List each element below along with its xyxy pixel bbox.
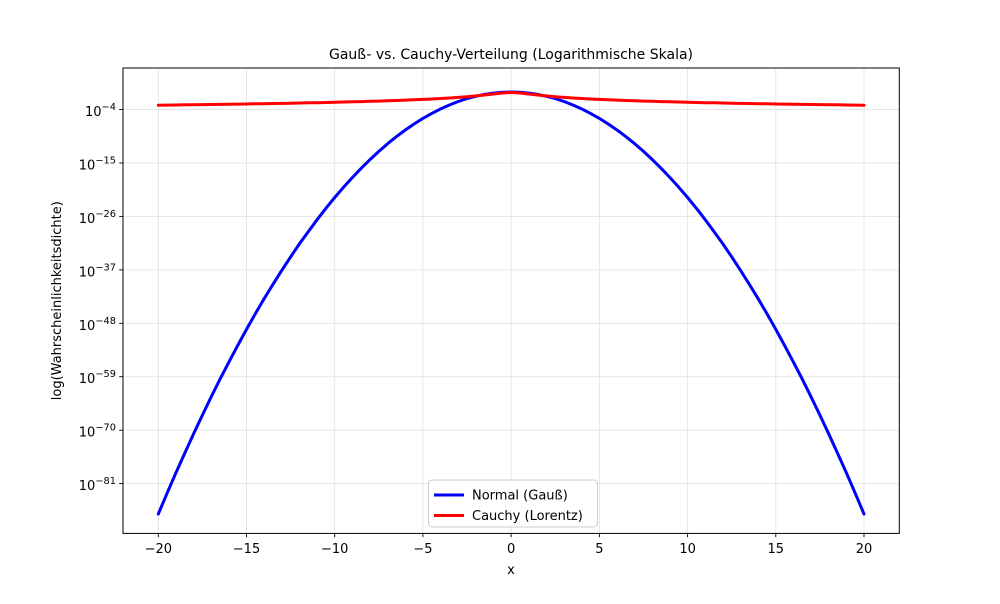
x-tick-label: 5 <box>595 542 603 557</box>
y-tick-label: 10−37 <box>79 262 116 280</box>
x-tick-label: 15 <box>768 542 785 557</box>
x-axis-label: x <box>507 563 515 578</box>
series-line-cauchy-lorentz <box>156 91 866 107</box>
gridlines <box>123 68 900 534</box>
legend-box <box>428 479 598 528</box>
y-tick-label: 10−4 <box>85 102 116 120</box>
series-lines <box>156 90 866 516</box>
x-tick-label: −10 <box>321 542 348 557</box>
axis-ticks <box>119 109 865 538</box>
y-tick-label: 10−15 <box>79 156 116 174</box>
y-axis-label: log(Wahrscheinlichkeitsdichte) <box>50 201 65 400</box>
y-tick-label: 10−59 <box>79 369 116 387</box>
legend: Normal (Gauß) Cauchy (Lorentz) <box>428 479 598 528</box>
y-tick-label: 10−70 <box>79 423 116 441</box>
x-tick-label: 0 <box>507 542 515 557</box>
legend-label-cauchy-lorentz: Cauchy (Lorentz) <box>472 509 583 524</box>
x-tick-label: 10 <box>679 542 696 557</box>
x-tick-label: 20 <box>856 542 873 557</box>
axis-tick-labels: −20 −15 −10 −5 0 5 10 15 20 10−4 10−15 10−26 10−37 10… <box>79 102 873 557</box>
y-tick-label: 10−26 <box>79 209 116 227</box>
x-tick-label: −20 <box>145 542 172 557</box>
chart-title: Gauß- vs. Cauchy-Verteilung (Logarithmis… <box>329 47 693 63</box>
x-tick-label: −15 <box>233 542 260 557</box>
y-tick-label: 10−48 <box>79 316 116 334</box>
legend-label-normal-gauss: Normal (Gauß) <box>472 489 568 504</box>
x-tick-label: −5 <box>413 542 432 557</box>
y-tick-label: 10−81 <box>79 476 116 494</box>
